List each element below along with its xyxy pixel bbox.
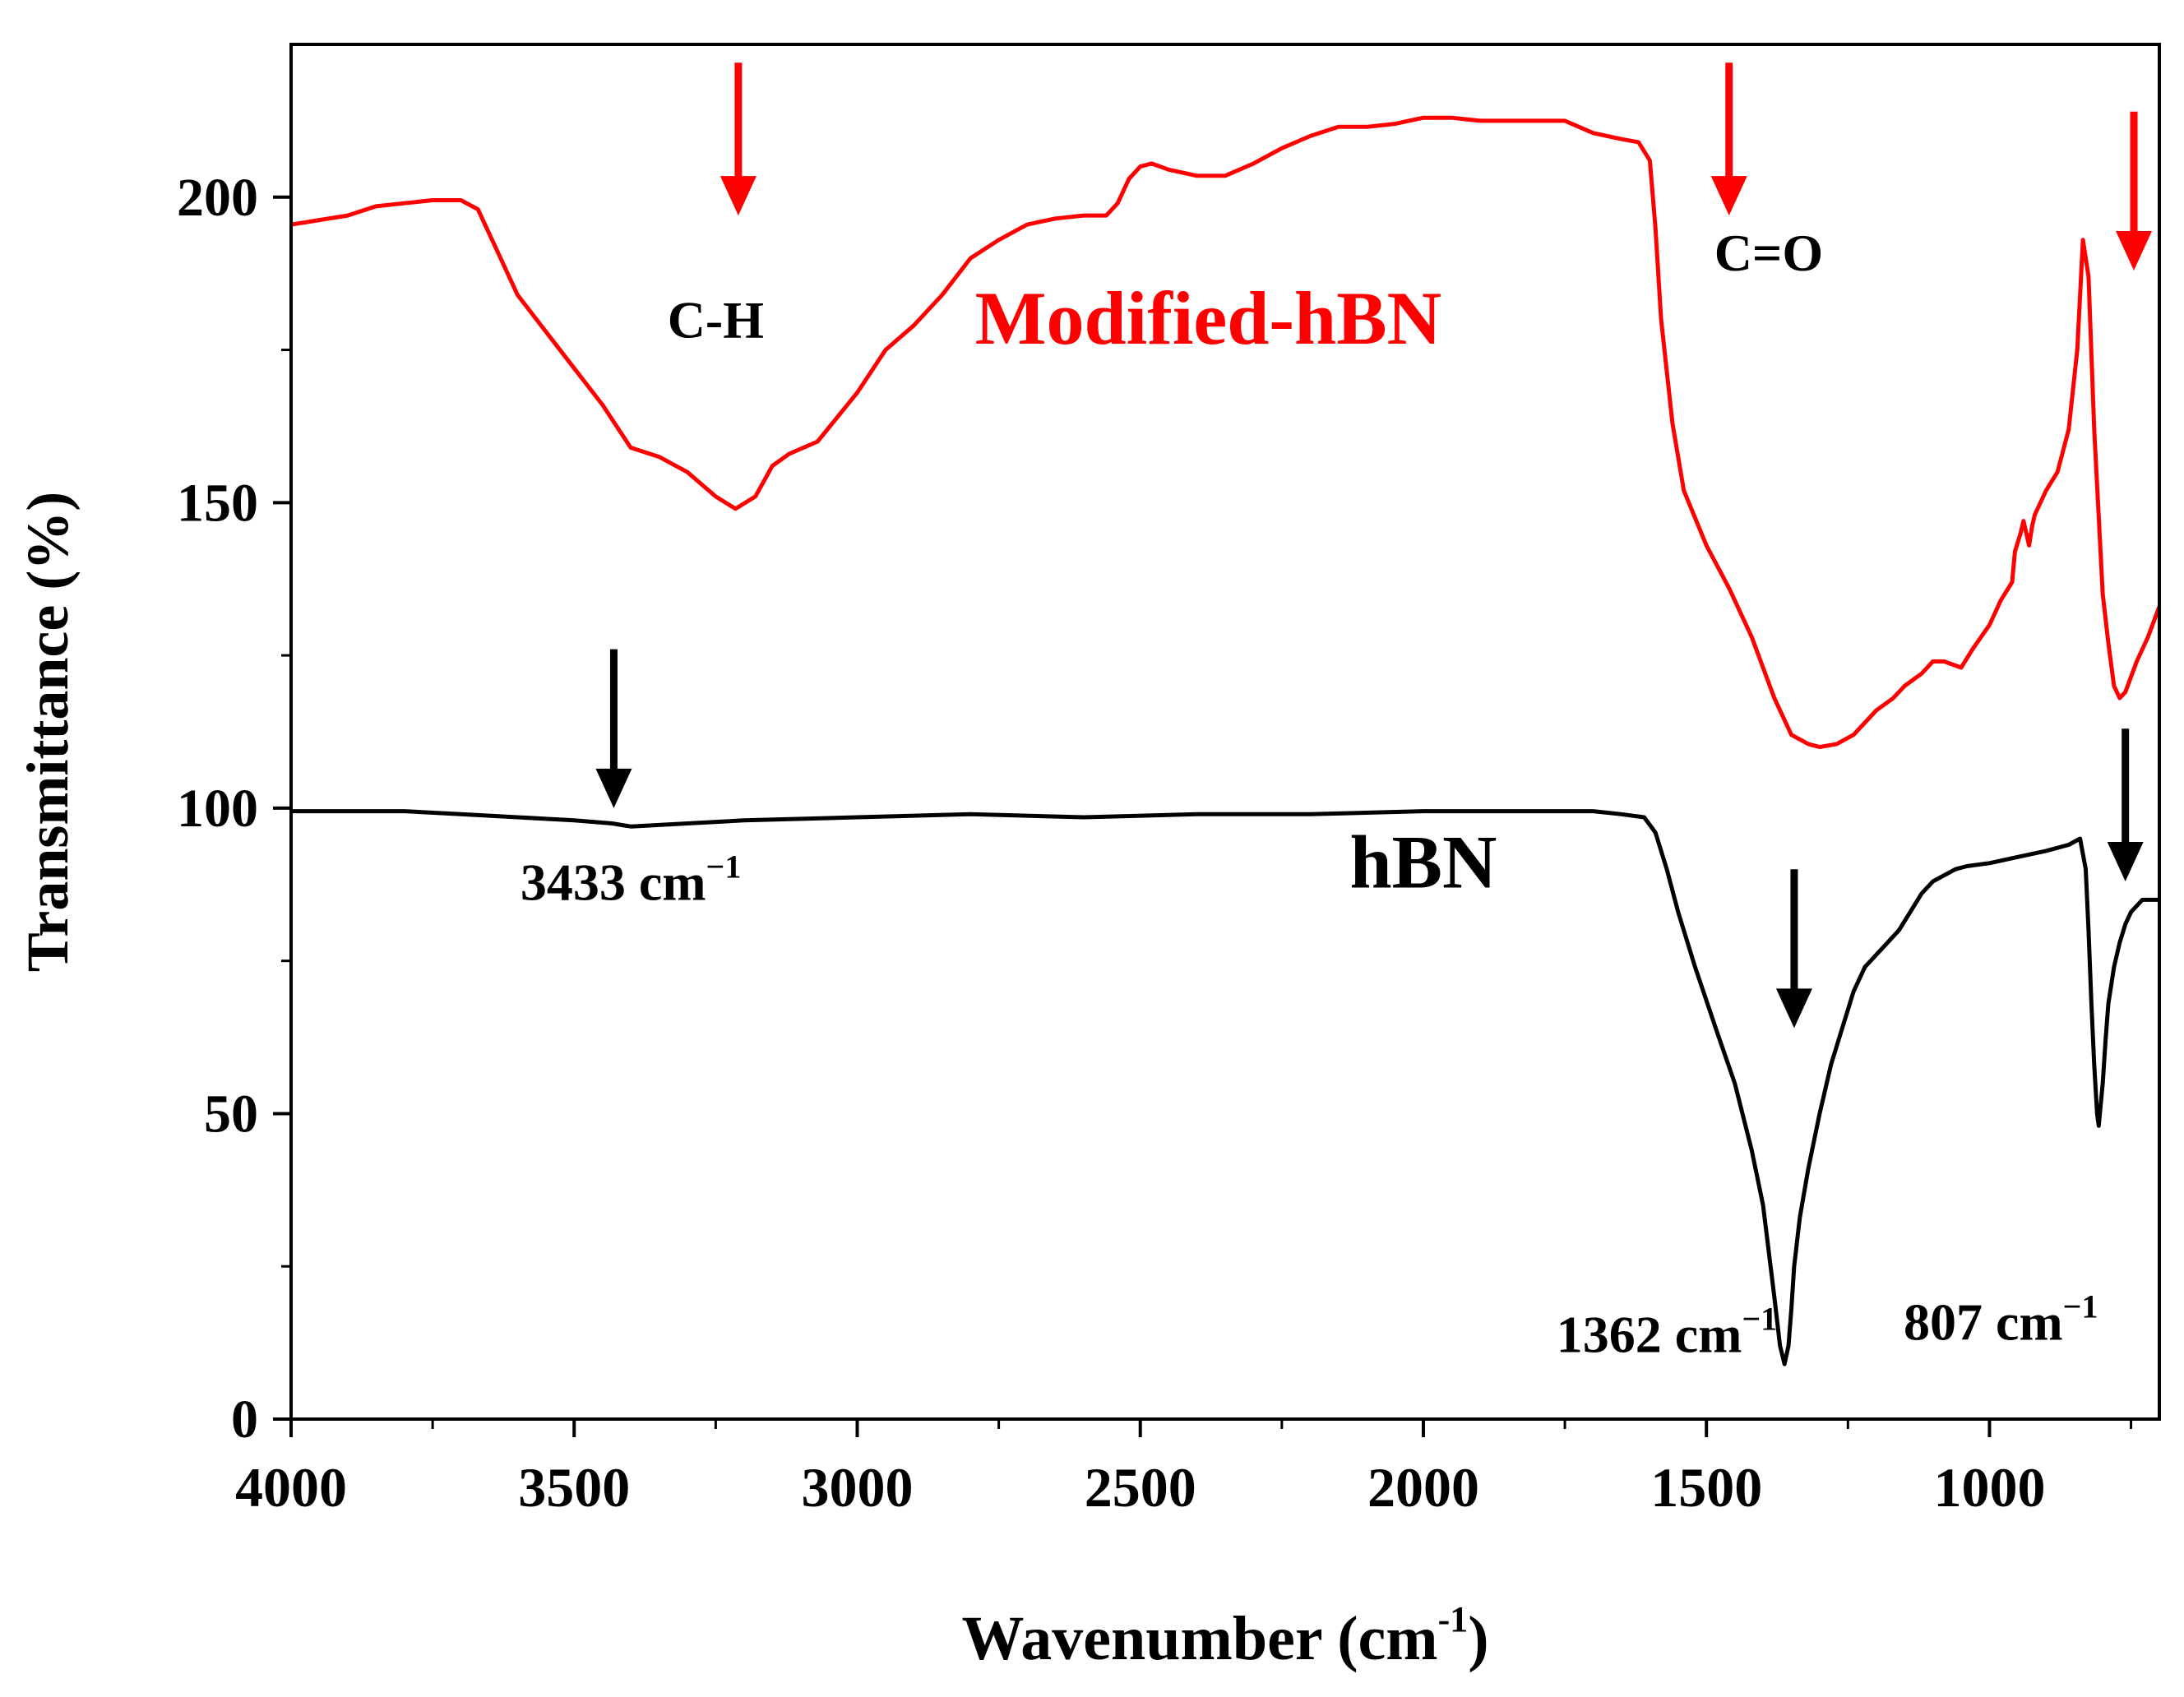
y-tick-label: 50 [204, 1084, 258, 1144]
series-line-hbn [291, 809, 2159, 1366]
series-curves [290, 115, 2162, 1366]
y-tick-label: 200 [177, 168, 258, 228]
y-tick-label: 150 [177, 473, 258, 533]
plot-frame [289, 43, 2161, 1421]
peak-arrow [2116, 111, 2153, 271]
annotation-text: hBN [1349, 820, 1497, 904]
x-tick-label: 3000 [801, 1456, 913, 1519]
annotation-sup: −1 [706, 848, 742, 885]
x-tick-label: 3500 [518, 1456, 630, 1519]
arrow-head [720, 176, 757, 216]
peak-arrow [1710, 62, 1747, 216]
x-axis-label-main: Wavenumber (cm [961, 1604, 1437, 1673]
y-axis-ticks: 0 50 100 150 200 [177, 168, 291, 1450]
arrow-head [1775, 988, 1812, 1029]
annotation-text: C=O [1714, 224, 1823, 282]
annotation-label: 807 cm−1 [1904, 1288, 2098, 1351]
series-line-modified-hbn [290, 115, 2162, 750]
annotation-label: 1362 cm−1 [1557, 1300, 1778, 1363]
peak-arrow [1775, 869, 1812, 1029]
peak-arrows [595, 62, 2153, 1029]
annotation-sup: −1 [2063, 1288, 2098, 1325]
y-tick-label: 0 [231, 1390, 258, 1450]
x-axis-ticks: 4000 3500 3000 2500 2000 1500 1000 [235, 1419, 2133, 1519]
annotation-text: 3433 cm [521, 853, 706, 911]
x-axis-label: Wavenumber (cm-1) [961, 1599, 1488, 1673]
x-tick-label: 1000 [1933, 1456, 2045, 1519]
arrow-head [595, 768, 632, 808]
peak-arrow [2107, 728, 2144, 882]
arrow-head [2116, 230, 2153, 271]
x-axis-label-end: ) [1468, 1604, 1488, 1673]
arrow-head [1710, 176, 1747, 216]
y-axis-label: Transmittance (%) [15, 492, 81, 973]
peak-arrow [720, 62, 757, 216]
annotation-text: 807 cm [1904, 1292, 2063, 1351]
annotation-label: 3433 cm−1 [521, 848, 742, 911]
annotation-label: Modified-hBN [975, 276, 1441, 360]
annotation-text: Modified-hBN [975, 276, 1441, 360]
x-axis-label-sup: -1 [1438, 1599, 1469, 1639]
annotation-text: C-H [668, 291, 764, 349]
annotation-label: C=O [1714, 224, 1823, 282]
x-tick-label: 2000 [1367, 1456, 1479, 1519]
x-tick-label: 4000 [235, 1456, 347, 1519]
annotation-label: C-H [668, 291, 764, 349]
x-tick-label: 1500 [1650, 1456, 1762, 1519]
y-tick-label: 100 [177, 779, 258, 839]
peak-arrow [595, 649, 632, 808]
annotation-text: 1362 cm [1557, 1305, 1742, 1363]
annotation-sup: −1 [1742, 1300, 1777, 1337]
x-tick-label: 2500 [1085, 1456, 1196, 1519]
arrow-head [2107, 842, 2144, 882]
annotation-label: hBN [1349, 820, 1497, 904]
